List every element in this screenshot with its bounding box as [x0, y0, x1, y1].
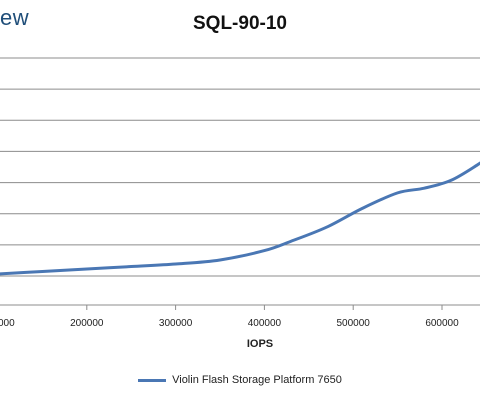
- gridlines: [0, 57, 480, 277]
- series-line: [0, 161, 480, 276]
- x-tick-label: 500000: [337, 318, 371, 329]
- legend: Violin Flash Storage Platform 7650: [0, 374, 480, 386]
- x-tick-label: 600000: [425, 318, 459, 329]
- chart-title: SQL-90-10: [193, 13, 287, 34]
- legend-label: Violin Flash Storage Platform 7650: [172, 374, 342, 386]
- series-layer: [0, 161, 480, 276]
- x-tick-label: 400000: [248, 318, 282, 329]
- x-tick-label: 100000: [0, 318, 15, 329]
- x-axis-label: IOPS: [246, 338, 274, 350]
- x-tick-label: 200000: [70, 318, 104, 329]
- brand-logo-text: ew: [0, 5, 30, 30]
- x-axis: 100000 200000 300000 400000 500000 600000: [0, 304, 480, 329]
- x-tick-label: 300000: [159, 318, 193, 329]
- legend-swatch: [138, 378, 167, 382]
